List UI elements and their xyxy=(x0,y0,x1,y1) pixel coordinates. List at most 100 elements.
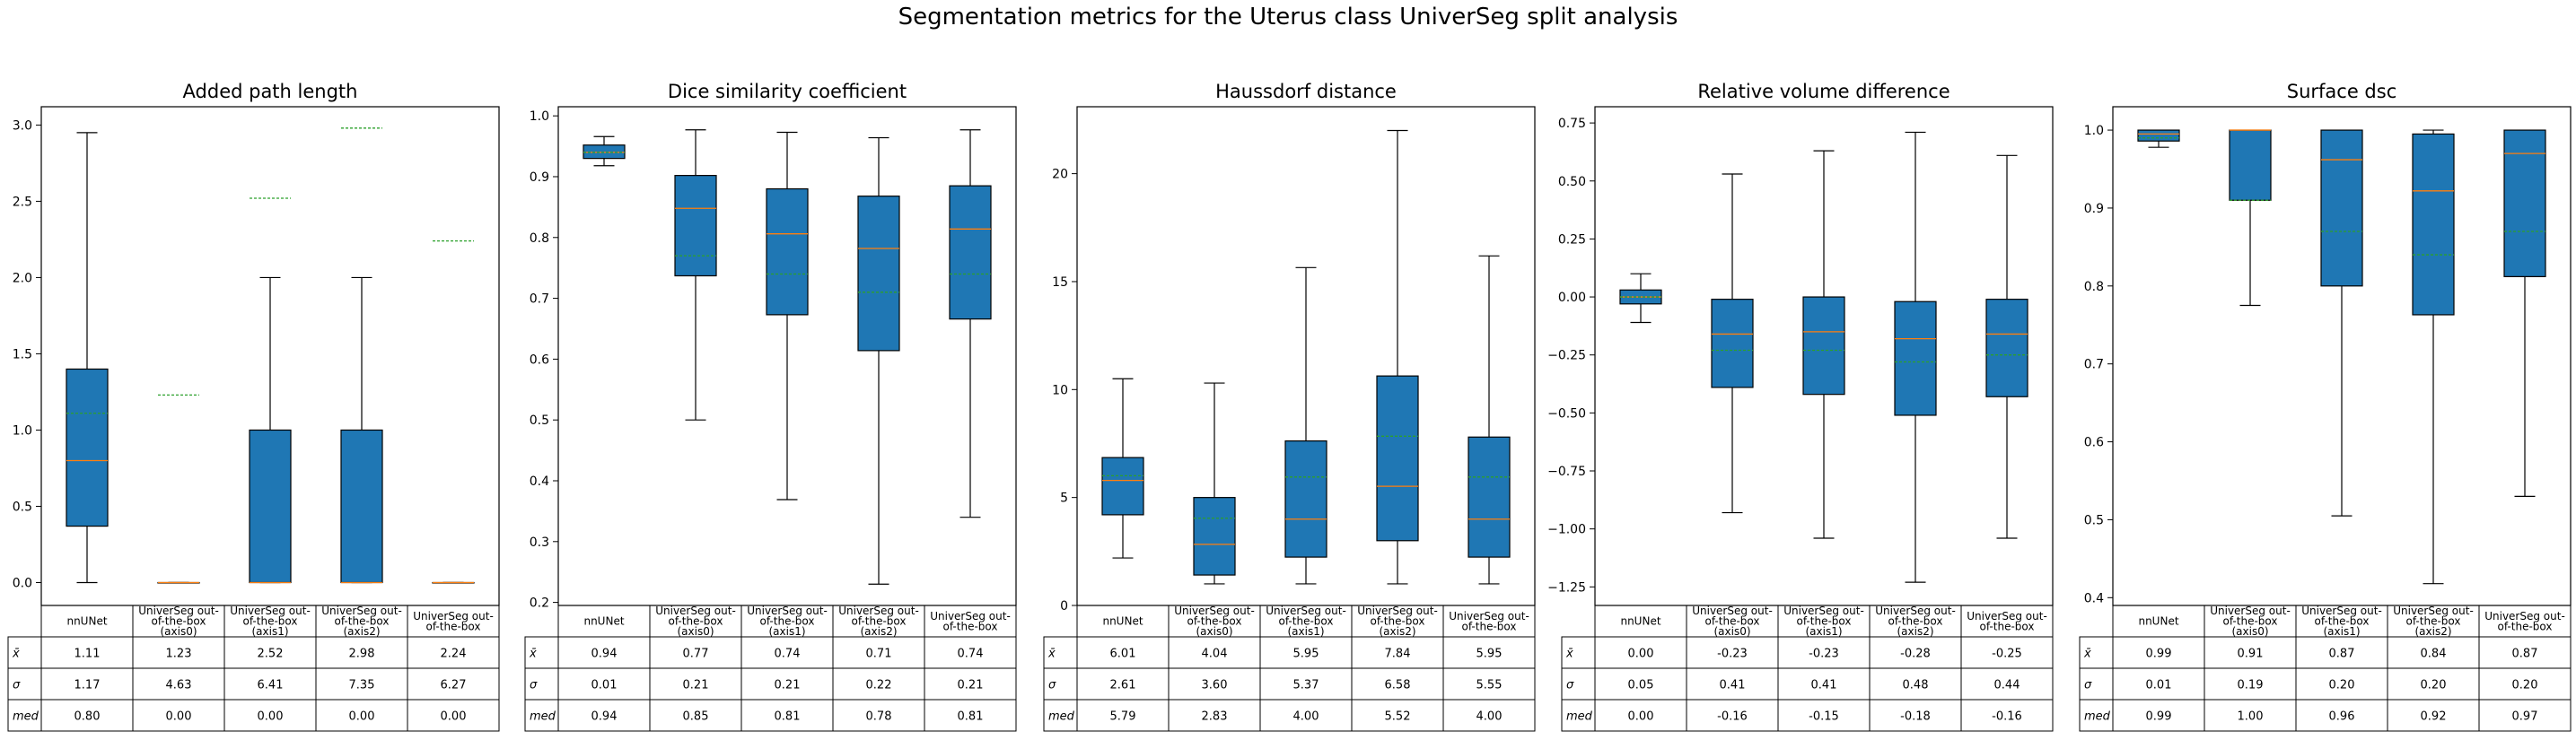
table-value: 3.60 xyxy=(1202,679,1228,692)
table-column-label: UniverSeg out- xyxy=(2484,610,2565,622)
table-value: 0.00 xyxy=(258,710,284,724)
box-3 xyxy=(249,197,292,584)
table-value: 0.92 xyxy=(2421,710,2447,724)
y-tick-label: 0.8 xyxy=(2084,280,2104,294)
table-column-label: (axis0) xyxy=(1713,625,1750,638)
iqr-box xyxy=(66,368,109,527)
table-column-label: UniverSeg out- xyxy=(138,605,219,617)
iqr-box xyxy=(1894,300,1937,416)
y-tick-label: −1.25 xyxy=(1547,580,1586,595)
y-tick-label: 20 xyxy=(1052,168,1068,182)
table-value: 0.85 xyxy=(683,710,709,724)
y-tick-label: 0.2 xyxy=(530,596,549,611)
table-value: 0.01 xyxy=(591,679,618,692)
panel-title: Added path length xyxy=(183,81,358,102)
y-tick-label: 0.4 xyxy=(2084,591,2104,605)
table-value: 0.84 xyxy=(2421,648,2447,661)
y-tick-label: 0.00 xyxy=(1558,291,1586,305)
table-column-label: of-the-box xyxy=(2498,620,2553,632)
table-value: 1.11 xyxy=(74,648,101,661)
table-column-label: UniverSeg out- xyxy=(1967,610,2047,622)
y-tick-label: −0.25 xyxy=(1547,349,1586,363)
box-4 xyxy=(1376,129,1419,585)
table-value: 2.24 xyxy=(441,648,467,661)
table-value: 0.20 xyxy=(2421,679,2447,692)
table-value: 0.00 xyxy=(441,710,467,724)
y-tick-label: 15 xyxy=(1052,275,1068,290)
table-column-label: UniverSeg out- xyxy=(747,605,828,617)
table-value: 0.41 xyxy=(1720,679,1746,692)
table-row-label: med xyxy=(1048,710,1075,724)
table-value: 0.44 xyxy=(1994,679,2020,692)
table-row-label: σ xyxy=(1048,679,1056,692)
table-column-label: of-the-box xyxy=(1980,620,2035,632)
table-value: -0.18 xyxy=(1900,710,1931,724)
table-column-label: nnUNet xyxy=(583,615,624,628)
box-2 xyxy=(1193,382,1236,585)
iqr-box xyxy=(583,144,626,160)
panel-title: Surface dsc xyxy=(2287,81,2397,102)
table-value: 0.99 xyxy=(2146,710,2172,724)
y-tick-label: 0.75 xyxy=(1558,117,1586,131)
table-column-label: (axis0) xyxy=(2231,625,2268,638)
table-column-label: (axis0) xyxy=(160,625,197,638)
box-4 xyxy=(857,136,900,585)
y-tick-label: 0.7 xyxy=(2084,358,2104,372)
table-value: 0.19 xyxy=(2238,679,2264,692)
table-value: 0.48 xyxy=(1903,679,1929,692)
y-tick-label: 0.9 xyxy=(530,170,549,185)
table-value: 0.20 xyxy=(2329,679,2355,692)
y-tick-label: 0.9 xyxy=(2084,202,2104,216)
box-5 xyxy=(949,129,992,518)
table-value: 4.00 xyxy=(1476,710,1503,724)
table-column-label: of-the-box xyxy=(669,615,723,628)
panel-3: Haussdorf distance 0 5 10 15 20 nnUNet UniverSe… xyxy=(1043,81,1536,732)
table-column-label: of-the-box xyxy=(1371,615,1425,628)
table-column-label: of-the-box xyxy=(852,615,907,628)
table-value: -0.23 xyxy=(1717,648,1748,661)
table-column-label: of-the-box xyxy=(243,615,298,628)
table-cell xyxy=(924,699,1017,732)
table-row-label: σ xyxy=(1566,679,1574,692)
table-value: 2.52 xyxy=(258,648,284,661)
y-tick-label: −0.75 xyxy=(1547,465,1586,479)
iqr-box xyxy=(766,187,809,316)
y-tick-label: 0.8 xyxy=(530,231,549,246)
table-value: 5.79 xyxy=(1110,710,1136,724)
table-value: 5.52 xyxy=(1385,710,1411,724)
table-column-label: UniverSeg out- xyxy=(1783,605,1864,617)
box-2 xyxy=(2229,129,2272,307)
box-1 xyxy=(1619,273,1662,324)
table-value: 1.17 xyxy=(74,679,101,692)
table-value: 0.71 xyxy=(866,648,892,661)
table-value: -0.15 xyxy=(1809,710,1839,724)
panel-title: Relative volume difference xyxy=(1697,81,1950,102)
panel-title: Dice similarity coefficient xyxy=(668,81,907,102)
table-column-label: nnUNet xyxy=(66,615,107,628)
table-column-label: UniverSeg out- xyxy=(1692,605,1773,617)
y-tick-label: 0.0 xyxy=(13,576,32,590)
box-3 xyxy=(2320,129,2363,517)
panel-4: Relative volume difference −1.25 −1.00 −0.7… xyxy=(1547,81,2054,732)
y-tick-label: 0.6 xyxy=(530,353,549,367)
box-4 xyxy=(1894,131,1937,583)
y-tick-label: 1.0 xyxy=(2084,124,2104,138)
iqr-box xyxy=(1802,296,1845,396)
y-tick-label: 0.5 xyxy=(2084,513,2104,527)
y-tick-label: −0.50 xyxy=(1547,406,1586,421)
table-row-label: x̄ xyxy=(12,648,20,661)
table-value: 0.91 xyxy=(2238,648,2264,661)
table-value: 4.00 xyxy=(1293,710,1319,724)
table-value: 1.00 xyxy=(2238,710,2264,724)
y-tick-label: 0.3 xyxy=(530,535,549,550)
table-column-label: of-the-box xyxy=(1187,615,1242,628)
table-column-label: of-the-box xyxy=(2223,615,2278,628)
iqr-box xyxy=(1101,457,1144,516)
table-value: 0.94 xyxy=(591,648,618,661)
y-tick-label: 0.50 xyxy=(1558,175,1586,189)
iqr-box xyxy=(340,429,383,584)
table-value: 0.87 xyxy=(2329,648,2355,661)
table-value: 0.41 xyxy=(1811,679,1837,692)
table-column-label: UniverSeg out- xyxy=(930,610,1011,622)
